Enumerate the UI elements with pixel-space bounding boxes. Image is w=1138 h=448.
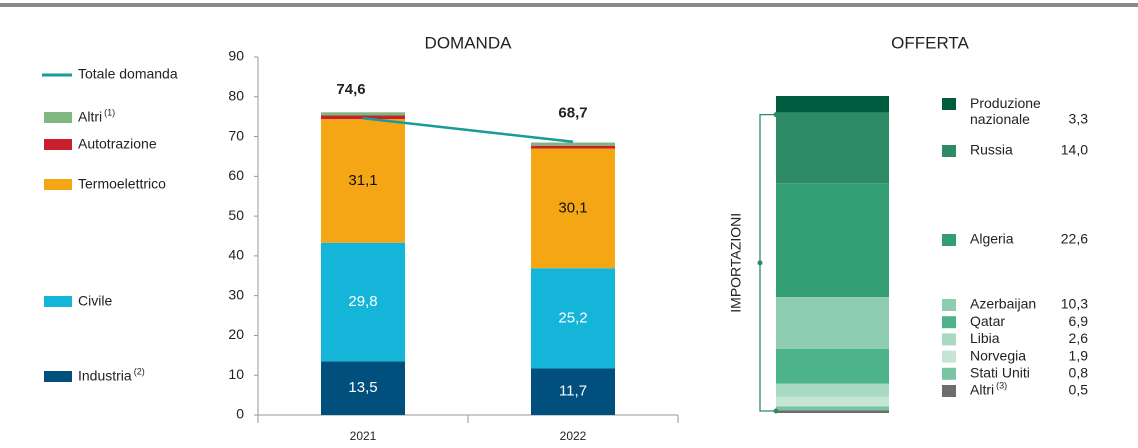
legend-label: Termoelettrico [78,176,166,192]
legend-swatch [942,145,956,157]
bar-segment [531,145,615,149]
chart-title: OFFERTA [891,33,969,52]
top-rule [0,3,1138,7]
legend-label: Azerbaijan [970,296,1036,312]
legend-swatch [942,385,956,397]
y-tick-label: 50 [228,207,244,223]
bar-segment [531,148,615,269]
legend-swatch [942,333,956,346]
bracket-dot [757,260,763,266]
legend-swatch [942,350,956,363]
y-tick-label: 40 [228,247,244,263]
legend-label: Algeria [970,231,1014,247]
data-label: 11,7 [559,383,587,400]
y-tick-label: 10 [228,366,244,382]
bar-segment [776,406,889,411]
bar-segment [531,268,615,369]
legend-swatch [942,367,956,380]
legend-note: (1) [104,107,115,117]
legend-label: Produzione nazionale [970,95,1045,127]
legend-label: Industria [78,368,132,384]
bar-segment [531,142,615,146]
legend-swatch [942,316,956,329]
legend-value: 22,6 [1061,231,1088,247]
y-tick-label: 90 [228,48,244,64]
total-line [362,117,574,143]
bar-segment [776,410,889,413]
legend-swatch [44,139,72,150]
bar-segment [321,119,405,243]
y-tick-label: 20 [228,326,244,342]
bar-segment [531,368,615,415]
legend-value: 0,5 [1069,382,1089,398]
bar-segment [321,361,405,415]
legend-swatch [942,98,956,110]
legend-label: Qatar [970,313,1005,329]
data-label: 31,1 [348,172,377,189]
legend-value: 6,9 [1069,313,1089,329]
bar-segment [776,383,889,397]
legend-label: Totale domanda [78,66,178,82]
data-label: 25,2 [558,309,587,326]
y-tick-label: 80 [228,87,244,103]
bar-segment [776,297,889,349]
data-label: 29,8 [348,293,377,310]
legend-label: Norvegia [970,347,1026,363]
legend-swatch [44,112,72,123]
x-tick-label: 2021 [350,429,377,443]
bar-segment [776,112,889,184]
bar-segment [776,96,889,113]
bracket-dot [773,112,779,118]
line-label: 74,6 [336,81,365,98]
legend-value: 1,9 [1069,347,1089,363]
legend-swatch [942,299,956,311]
legend-label: Stati Uniti [970,365,1030,381]
legend-value: 14,0 [1061,142,1088,158]
legend-swatch [44,296,72,307]
bar-segment [321,112,405,116]
bar-segment [321,115,405,120]
legend-label: Altri [78,109,102,125]
legend-label: Civile [78,293,112,309]
legend-swatch [942,234,956,246]
bar-segment [321,242,405,362]
annotation: IMPORTAZIONI [728,213,744,313]
legend-value: 0,8 [1069,365,1089,381]
bar-segment [776,183,889,298]
data-label: 30,1 [558,199,587,216]
legend-swatch [44,371,72,382]
legend-value: 10,3 [1061,296,1088,312]
line-label: 68,7 [558,105,587,122]
legend-label: Autotrazione [78,136,157,152]
chart-title: DOMANDA [425,33,513,52]
data-label: 13,5 [348,379,377,396]
legend-label: Altri [970,382,994,398]
legend-note: (2) [134,366,145,376]
legend-value: 3,3 [1069,111,1089,127]
legend-swatch [44,179,72,190]
y-tick-label: 0 [236,406,244,422]
y-tick-label: 70 [228,127,244,143]
legend-note: (3) [996,380,1007,390]
legend-label: Russia [970,142,1013,158]
y-tick-label: 60 [228,167,244,183]
bar-segment [776,348,889,384]
legend-value: 2,6 [1069,330,1089,346]
bar-segment [776,396,889,407]
x-tick-label: 2022 [560,429,587,443]
legend-label: Libia [970,330,1000,346]
y-tick-label: 30 [228,286,244,302]
bracket-dot [773,408,779,414]
